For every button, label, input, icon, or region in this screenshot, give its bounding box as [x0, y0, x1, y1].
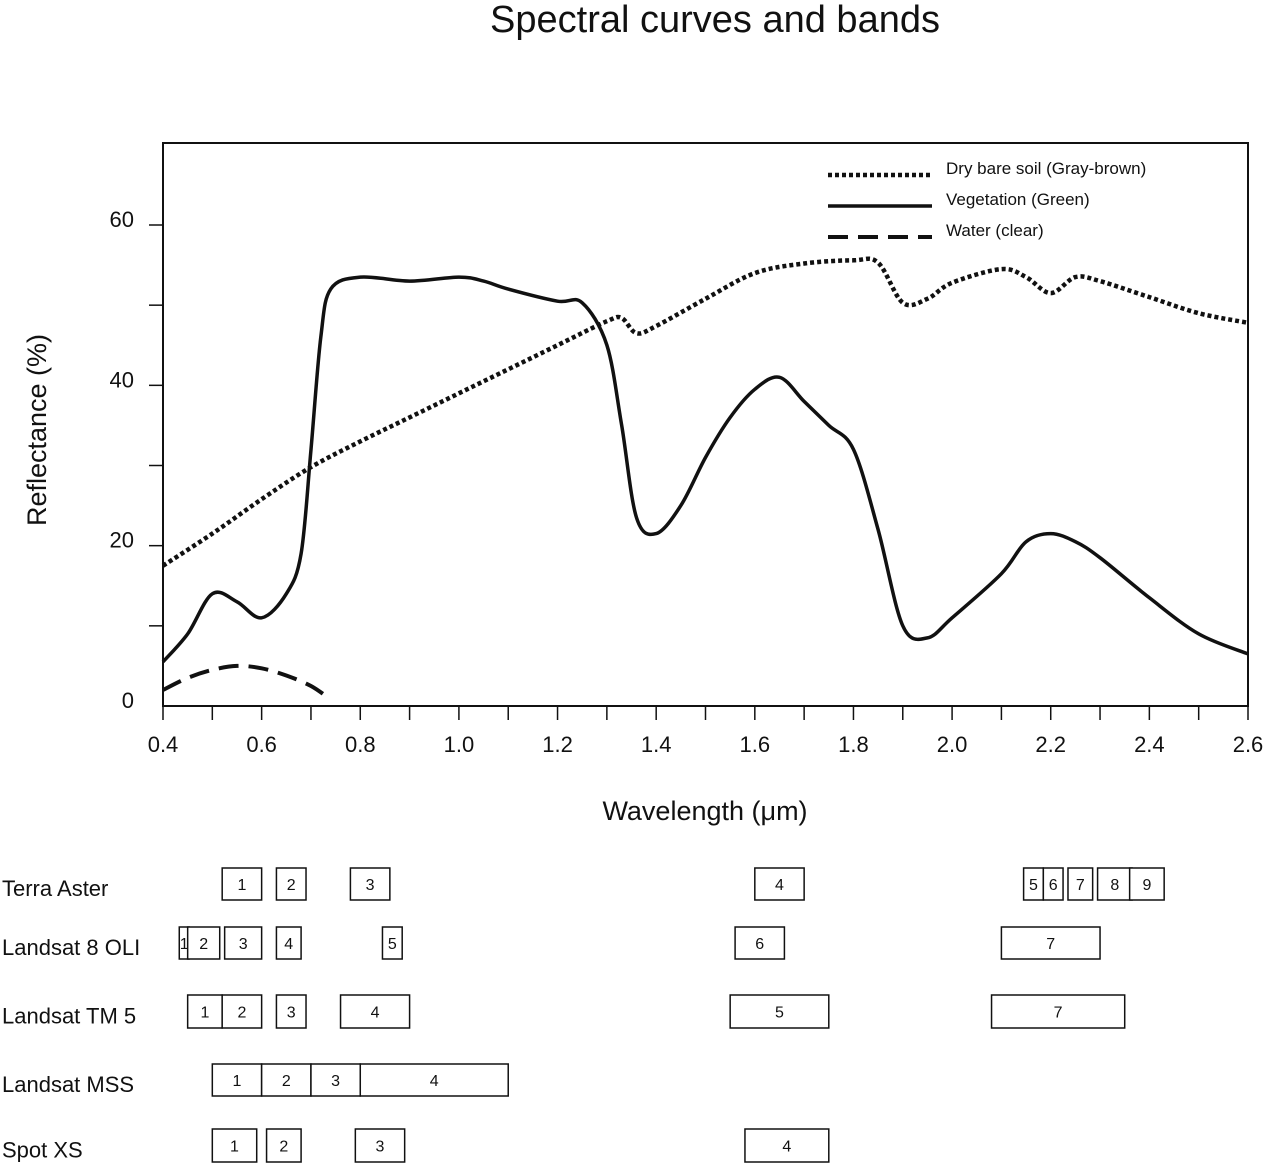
- band-label: 3: [366, 877, 375, 894]
- band-label: 2: [282, 1073, 291, 1090]
- band-label: 7: [1046, 936, 1055, 953]
- band-label: 5: [775, 1005, 784, 1022]
- x-tick-label: 1.0: [444, 732, 475, 757]
- band-box: [734, 926, 786, 960]
- band-label: 1: [233, 1073, 242, 1090]
- band-label: 8: [1110, 877, 1119, 894]
- plot-frame: [162, 142, 1249, 707]
- band-box: [310, 1063, 362, 1097]
- legend: Dry bare soil (Gray-brown) Vegetation (Gr…: [828, 159, 1146, 240]
- chart-title: Spectral curves and bands: [490, 0, 940, 41]
- band-box: [381, 926, 403, 960]
- band-box: [1128, 867, 1165, 901]
- band-label: 1: [200, 1005, 209, 1022]
- sensor-label: Terra Aster: [2, 876, 108, 901]
- x-tick-label: 2.0: [937, 732, 968, 757]
- band-label: 1: [237, 877, 246, 894]
- band-label: 3: [376, 1139, 385, 1156]
- band-box: [990, 994, 1126, 1029]
- band-label: 5: [1029, 877, 1038, 894]
- band-box: [1096, 867, 1133, 901]
- x-tick-label: 1.8: [838, 732, 869, 757]
- x-tick-label: 1.4: [641, 732, 672, 757]
- band-box: [1067, 867, 1094, 901]
- water-curve: [162, 663, 332, 702]
- band-label: 4: [371, 1005, 380, 1022]
- x-axis-label: Wavelength (μm): [602, 796, 807, 826]
- band-label: 9: [1142, 877, 1151, 894]
- band-label: 3: [239, 936, 248, 953]
- band-label: 4: [284, 936, 293, 953]
- x-tick-label: 2.2: [1035, 732, 1066, 757]
- band-box: [729, 994, 830, 1029]
- band-label: 2: [279, 1139, 288, 1156]
- band-box: [221, 867, 263, 901]
- band-label: 4: [782, 1139, 791, 1156]
- y-axis: 0 20 40 60: [110, 207, 163, 713]
- x-tick-label: 0.8: [345, 732, 376, 757]
- x-tick-label: 0.4: [148, 732, 179, 757]
- band-label: 7: [1054, 1005, 1063, 1022]
- band-box: [339, 994, 411, 1029]
- band-label: 4: [775, 877, 784, 894]
- band-box: [275, 926, 302, 960]
- band-box: [265, 1128, 302, 1163]
- vegetation-curve: [161, 275, 1249, 664]
- legend-label: Water (clear): [946, 221, 1044, 240]
- band-box: [211, 1063, 263, 1097]
- band-label: 7: [1076, 877, 1085, 894]
- band-label: 2: [199, 936, 208, 953]
- band-box: [359, 1063, 509, 1097]
- x-tick-label: 0.6: [246, 732, 277, 757]
- legend-label: Dry bare soil (Gray-brown): [946, 159, 1146, 178]
- legend-label: Vegetation (Green): [946, 190, 1090, 209]
- band-box: [349, 867, 391, 901]
- band-label: 1: [180, 936, 189, 953]
- band-box: [354, 1128, 406, 1163]
- sensor-label: Spot XS: [2, 1138, 83, 1163]
- band-box: [1000, 926, 1101, 960]
- x-axis: 0.4 0.6 0.8 1.0 1.2 1.4 1.6 1.8 2.0 2.2 2.4 2.6: [148, 706, 1264, 757]
- x-tick-label: 1.6: [740, 732, 771, 757]
- band-label: 4: [430, 1073, 439, 1090]
- y-tick-label: 60: [110, 207, 134, 232]
- band-box: [1042, 867, 1064, 901]
- band-label: 2: [287, 877, 296, 894]
- x-tick-label: 1.2: [542, 732, 573, 757]
- y-tick-label: 0: [122, 688, 134, 713]
- series-layer: [161, 256, 1249, 702]
- band-box: [221, 994, 263, 1029]
- band-box: [223, 926, 263, 960]
- y-tick-label: 40: [110, 367, 134, 392]
- sensor-label: Landsat MSS: [2, 1072, 134, 1097]
- x-tick-label: 2.4: [1134, 732, 1165, 757]
- band-label: 2: [237, 1005, 246, 1022]
- y-axis-label: Reflectance (%): [22, 334, 52, 526]
- band-box: [186, 926, 221, 960]
- band-label: 6: [1049, 877, 1058, 894]
- band-box: [744, 1128, 830, 1163]
- band-box: [211, 1128, 258, 1163]
- band-label: 1: [230, 1139, 239, 1156]
- band-label: 6: [755, 936, 764, 953]
- x-tick-label: 2.6: [1233, 732, 1264, 757]
- soil-curve: [161, 256, 1249, 568]
- sensor-label: Landsat TM 5: [2, 1004, 136, 1029]
- band-label: 3: [331, 1073, 340, 1090]
- band-box: [754, 867, 805, 901]
- sensor-label: Landsat 8 OLI: [2, 935, 140, 960]
- y-tick-label: 20: [110, 528, 134, 553]
- band-label: 3: [287, 1005, 296, 1022]
- band-box: [275, 867, 307, 901]
- band-box: [275, 994, 307, 1029]
- band-label: 5: [388, 936, 397, 953]
